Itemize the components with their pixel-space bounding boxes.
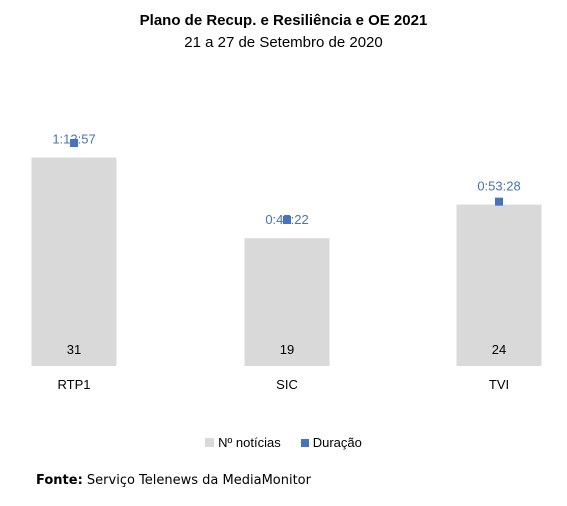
legend-label-duracao: Duração — [312, 435, 362, 450]
category-tick-label: RTP1 — [58, 377, 91, 392]
legend-swatch-marker — [300, 438, 309, 447]
duration-label: 0:47:22 — [265, 212, 308, 227]
chart-title: Plano de Recup. e Resiliência e OE 2021 — [139, 12, 428, 29]
bar-tvi — [456, 204, 542, 366]
legend-item-duracao: Duração — [300, 435, 362, 450]
category-tick-label: TVI — [489, 377, 509, 392]
chart-plot: 31 1:12:57 RTP1 19 0:47:22 SIC 24 0:53:28 TVI — [31, 132, 542, 392]
duration-marker-sic — [283, 216, 291, 224]
duration-label: 1:12:57 — [52, 132, 95, 147]
duration-label: 0:53:28 — [477, 179, 520, 194]
duration-marker-rtp1 — [70, 139, 78, 147]
bar-value-label: 24 — [492, 342, 506, 357]
bar-rtp1 — [31, 157, 117, 366]
bar-value-label: 31 — [67, 342, 81, 357]
duration-marker-tvi — [495, 197, 503, 206]
legend-item-noticias: Nº notícias — [205, 435, 281, 450]
bar-sic — [244, 238, 330, 366]
chart-subtitle: 21 a 27 de Setembro de 2020 — [184, 34, 383, 51]
legend-swatch-bar — [205, 438, 215, 447]
chart-legend: Nº notícias Duração — [0, 435, 567, 450]
legend-label-noticias: Nº notícias — [218, 435, 281, 450]
source-note: Fonte: Serviço Telenews da MediaMonitor — [36, 473, 311, 488]
bar-value-label: 19 — [280, 342, 294, 357]
source-label: Fonte — [36, 473, 78, 488]
category-tick-label: SIC — [276, 377, 298, 392]
source-text: Serviço Telenews da MediaMonitor — [86, 473, 311, 488]
